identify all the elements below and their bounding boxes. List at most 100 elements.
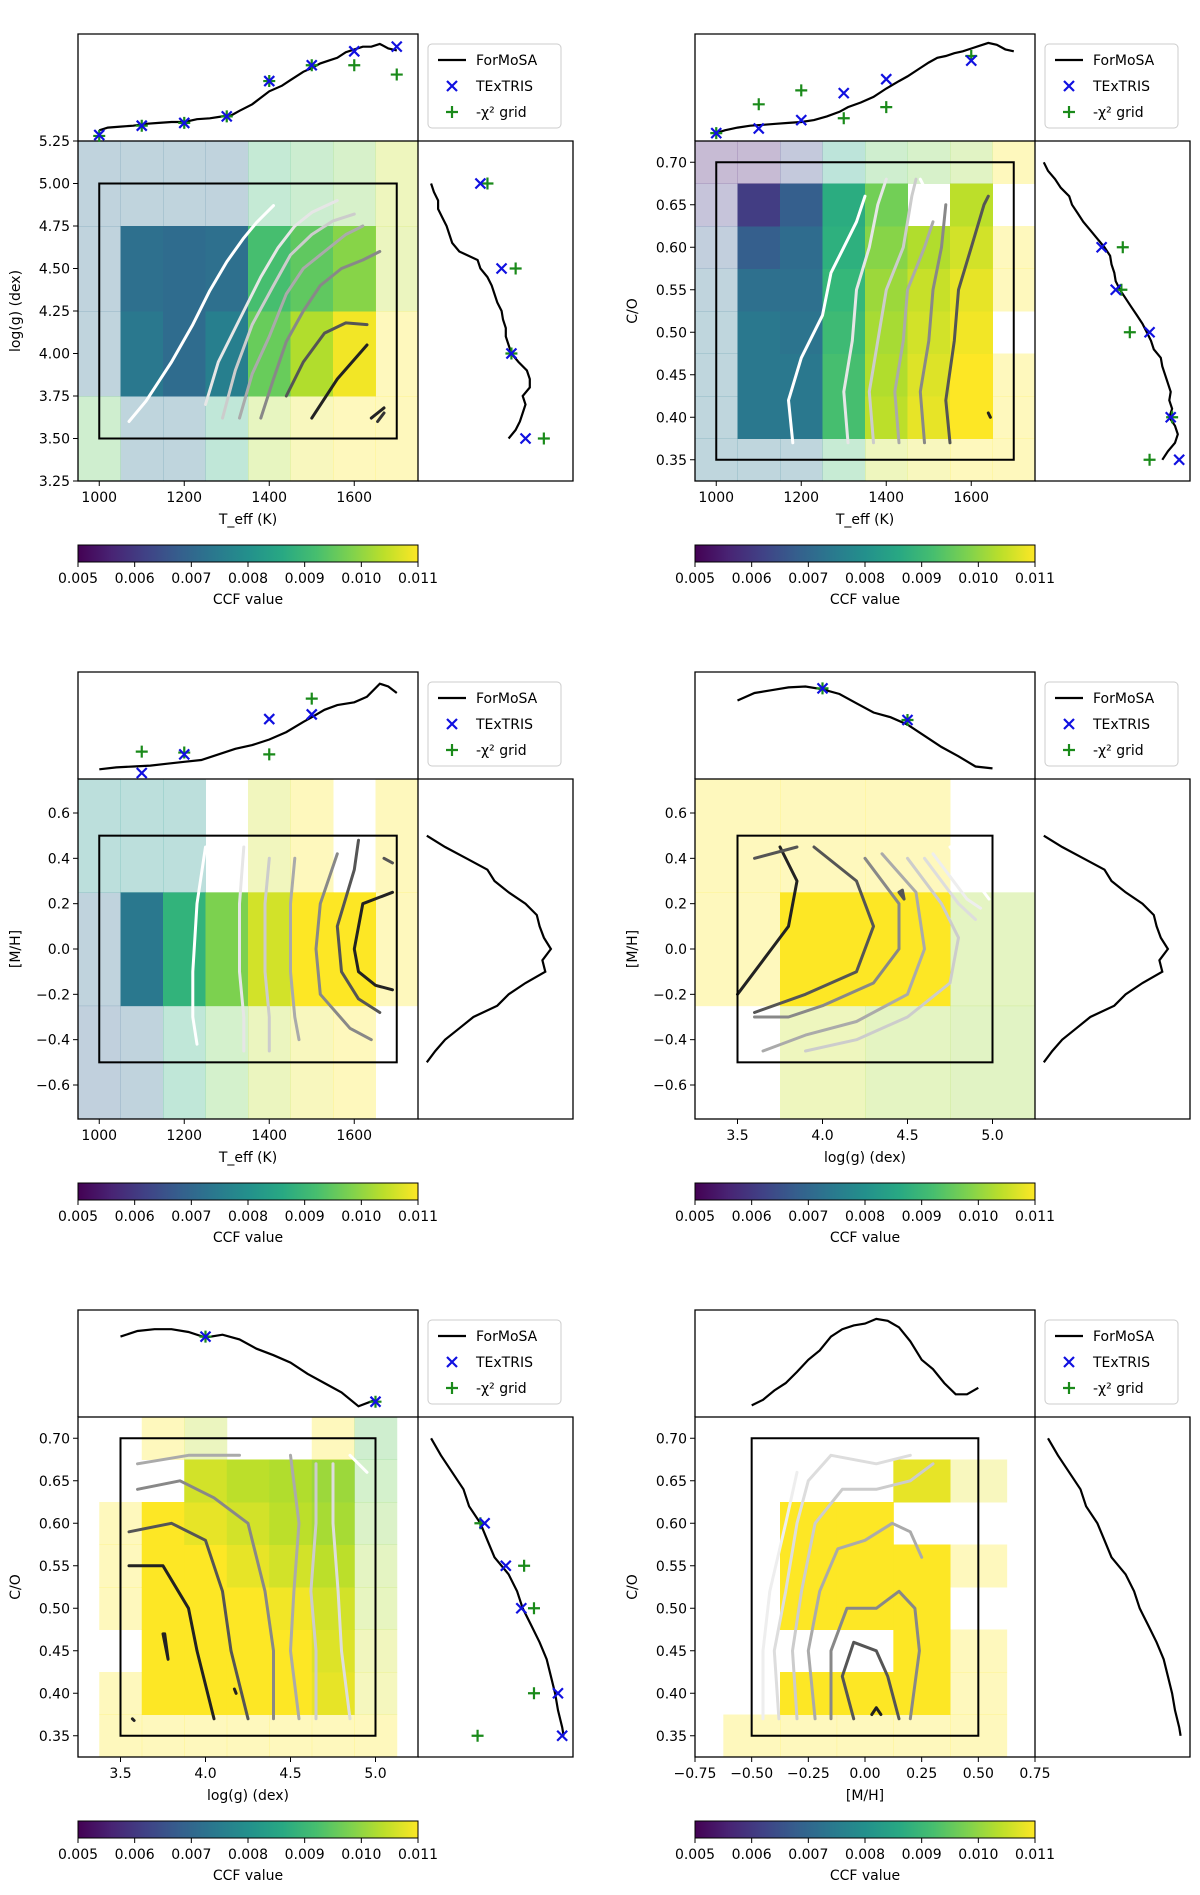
y-tick-label: 0.65: [656, 1474, 687, 1490]
contour-line: [136, 1479, 275, 1721]
textris-marker: [816, 682, 829, 695]
y-tick-label: −0.6: [653, 1078, 687, 1094]
chi2-grid-marker: [795, 84, 808, 97]
panel-6: −0.75 −0.50 −0.25 0.00 0.25 0.50 0.75 0.35 0.40 0…: [625, 1309, 1191, 1884]
y-tick-label: 5.25: [39, 134, 70, 150]
colorbar-label: CCF value: [830, 1868, 900, 1884]
contour-line: [772, 1453, 912, 1721]
colorbar: 0.005 0.006 0.007 0.008 0.009 0.010 0.011 CCF v…: [675, 1820, 1055, 1884]
contour-line: [791, 1462, 935, 1721]
y-tick-label: 0.6: [48, 806, 70, 822]
y-tick-label: −0.6: [36, 1078, 70, 1094]
chi2-grid-marker: [880, 101, 893, 114]
y-axis-label: C/O: [625, 298, 641, 324]
heatmap-cell: [950, 353, 993, 397]
colorbar-tick-label: 0.011: [398, 1847, 438, 1863]
y-tick-label: 0.70: [656, 155, 687, 171]
chi2-grid-marker: [471, 1729, 484, 1742]
contour-line: [931, 852, 983, 910]
y-axis-label: C/O: [8, 1574, 24, 1600]
heatmap-cell: [184, 1672, 228, 1715]
legend: ForMoSA TExTRIS -χ² grid: [427, 43, 562, 129]
contour-line: [348, 1453, 369, 1474]
y-tick-label: 0.45: [656, 368, 687, 384]
heatmap-cell: [290, 892, 334, 1007]
chi2-grid-marker: [1143, 453, 1156, 466]
contour-line: [238, 845, 246, 1053]
y-tick-label: −0.2: [36, 987, 70, 1003]
textris-marker: [1095, 241, 1108, 254]
y-tick-label: 0.40: [39, 1686, 70, 1702]
textris-marker: [1109, 283, 1122, 296]
x-tick-label: 1000: [698, 490, 734, 506]
colorbar: 0.005 0.006 0.007 0.008 0.009 0.010 0.011 CCF v…: [58, 1820, 438, 1884]
y-tick-label: 4.00: [39, 347, 70, 363]
textris-marker: [1164, 411, 1177, 424]
colorbar-tick-label: 0.007: [788, 1209, 828, 1225]
y-axis-label: C/O: [625, 1574, 641, 1600]
chi2-grid-marker: [135, 745, 148, 758]
chi2-grid-marker: [1116, 241, 1129, 254]
top-marginal-frame: [694, 33, 1036, 141]
heatmap-cell: [269, 1544, 313, 1588]
formosa-top-marginal: [120, 1328, 376, 1408]
x-tick-label: 0.50: [963, 1766, 994, 1782]
legend: ForMoSA TExTRIS -χ² grid: [427, 681, 562, 767]
right-marginal-frame: [1035, 140, 1191, 482]
contour-line: [238, 224, 365, 420]
y-tick-label: 0.50: [39, 1601, 70, 1617]
heatmap-cell: [120, 892, 164, 1007]
colorbar-tick-label: 0.010: [958, 1847, 998, 1863]
textris-marker: [93, 129, 106, 141]
colorbar-gradient: [77, 544, 419, 563]
y-tick-label: 4.25: [39, 304, 70, 320]
colorbar-tick-label: 0.011: [1015, 1847, 1055, 1863]
colorbar-tick-label: 0.011: [398, 1209, 438, 1225]
textris-marker: [552, 1687, 564, 1700]
heatmap-cell: [269, 1672, 313, 1715]
colorbar-tick-label: 0.005: [675, 1847, 715, 1863]
prior-box: [98, 182, 398, 440]
x-tick-label: 4.0: [811, 1128, 833, 1144]
colorbar-gradient: [694, 1820, 1036, 1839]
heatmap-cell: [248, 311, 291, 397]
x-tick-label: 1200: [166, 1128, 202, 1144]
colorbar-tick-label: 0.008: [845, 571, 885, 587]
heatmap-cell: [120, 226, 164, 312]
x-tick-label: 5.0: [364, 1766, 386, 1782]
contour-line: [948, 845, 991, 901]
chi2-grid-marker: [527, 1687, 540, 1700]
contour-line: [753, 845, 875, 1014]
x-tick-label: 4.5: [896, 1128, 918, 1144]
chi2-grid-marker: [390, 68, 403, 81]
colorbar-tick-label: 0.006: [115, 571, 155, 587]
top-marginal-frame: [77, 1309, 419, 1417]
y-tick-label: 0.65: [656, 198, 687, 214]
x-tick-label: 1000: [81, 490, 117, 506]
textris-marker: [837, 87, 850, 99]
colorbar-tick-label: 0.009: [285, 1209, 325, 1225]
y-tick-label: 4.50: [39, 262, 70, 278]
chi2-grid-marker: [1115, 283, 1128, 296]
heatmap-cell: [950, 183, 993, 227]
legend: ForMoSA TExTRIS -χ² grid: [1044, 1319, 1179, 1405]
legend-chi2-label: -χ² grid: [476, 1381, 527, 1397]
heatmap-cell: [737, 396, 781, 439]
colorbar-tick-label: 0.006: [732, 1847, 772, 1863]
y-tick-label: 0.40: [656, 410, 687, 426]
contour-line: [804, 856, 960, 1053]
textris-marker: [965, 54, 978, 67]
legend-textris-label: TExTRIS: [475, 1355, 533, 1371]
x-tick-label: 1000: [81, 1128, 117, 1144]
colorbar-gradient: [694, 1182, 1036, 1201]
formosa-right-marginal: [1042, 834, 1170, 1063]
colorbar-tick-label: 0.007: [171, 571, 211, 587]
colorbar-tick-label: 0.009: [285, 1847, 325, 1863]
colorbar-tick-label: 0.008: [228, 1847, 268, 1863]
y-tick-label: 0.0: [48, 942, 70, 958]
x-tick-label: 3.5: [109, 1766, 131, 1782]
contour-line: [204, 199, 339, 406]
heatmap-cell: [184, 1459, 228, 1503]
x-axis-label: log(g) (dex): [824, 1150, 906, 1166]
colorbar-tick-label: 0.006: [732, 571, 772, 587]
